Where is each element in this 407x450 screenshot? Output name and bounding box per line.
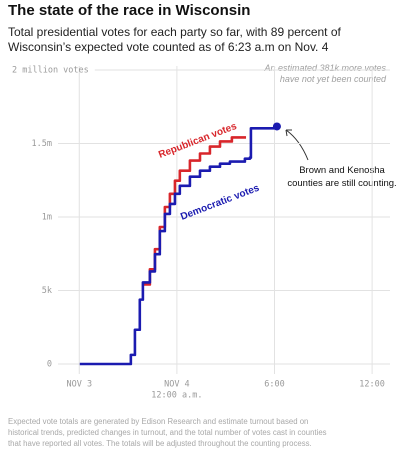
y-tick-label: 5k: [42, 286, 52, 296]
grid-layer: [58, 66, 390, 374]
y-tick-label: 0: [47, 360, 52, 370]
subtitle: Wisconsin’s expected vote counted as of …: [8, 40, 329, 54]
series-line: [79, 126, 279, 366]
y-tick-label: 1m: [42, 213, 52, 223]
x-tick-label: 6:00: [264, 380, 284, 390]
subtitle: Total presidential votes for each party …: [8, 25, 342, 39]
y-tick-label: 1.5m: [32, 139, 52, 149]
annotation: counties are still counting.: [287, 178, 396, 189]
x-tick-label: 12:00 a.m.: [151, 391, 202, 401]
x-tick-label: 12:00: [359, 380, 385, 390]
footnote: historical trends, predicted changes in …: [8, 428, 327, 437]
y-tick-label: 2 million votes: [12, 66, 89, 76]
x-tick-label: NOV 4: [164, 380, 190, 390]
chart-title: The state of the race in Wisconsin: [8, 2, 250, 19]
series-line: [142, 136, 247, 286]
end-dot: [272, 122, 281, 131]
annotation-arrow: [285, 129, 292, 137]
annotation: Brown and Kenosha: [299, 165, 385, 176]
footnote: Expected vote totals are generated by Ed…: [8, 417, 308, 426]
annotation: have not yet been counted: [280, 74, 387, 84]
x-tick-label: NOV 3: [66, 380, 92, 390]
footnote: that have reported all votes. The totals…: [8, 439, 312, 448]
annotation-arrow: [285, 129, 309, 161]
annotation: An estimated 381k more votes: [263, 63, 386, 73]
